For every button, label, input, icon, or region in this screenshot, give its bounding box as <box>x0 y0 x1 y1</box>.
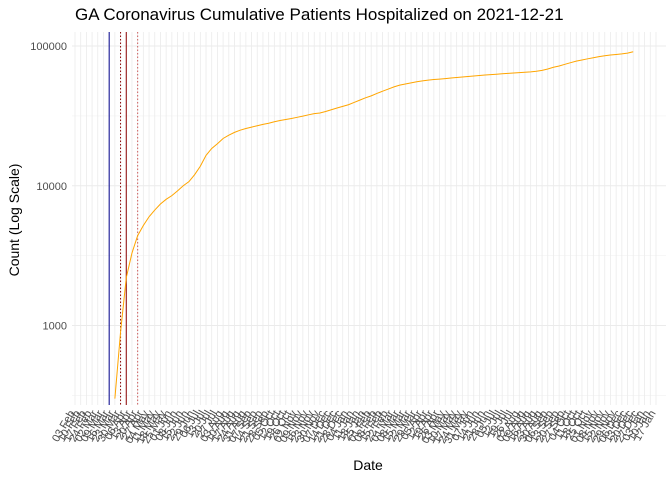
y-axis-title: Count (Log Scale) <box>6 164 22 277</box>
x-axis-title: Date <box>353 457 383 473</box>
y-tick-label: 1000 <box>43 321 67 333</box>
chart-title: GA Coronavirus Cumulative Patients Hospi… <box>75 5 564 24</box>
y-tick-label: 100000 <box>30 41 67 53</box>
y-tick-label: 10000 <box>36 181 67 193</box>
data-line <box>114 51 634 399</box>
